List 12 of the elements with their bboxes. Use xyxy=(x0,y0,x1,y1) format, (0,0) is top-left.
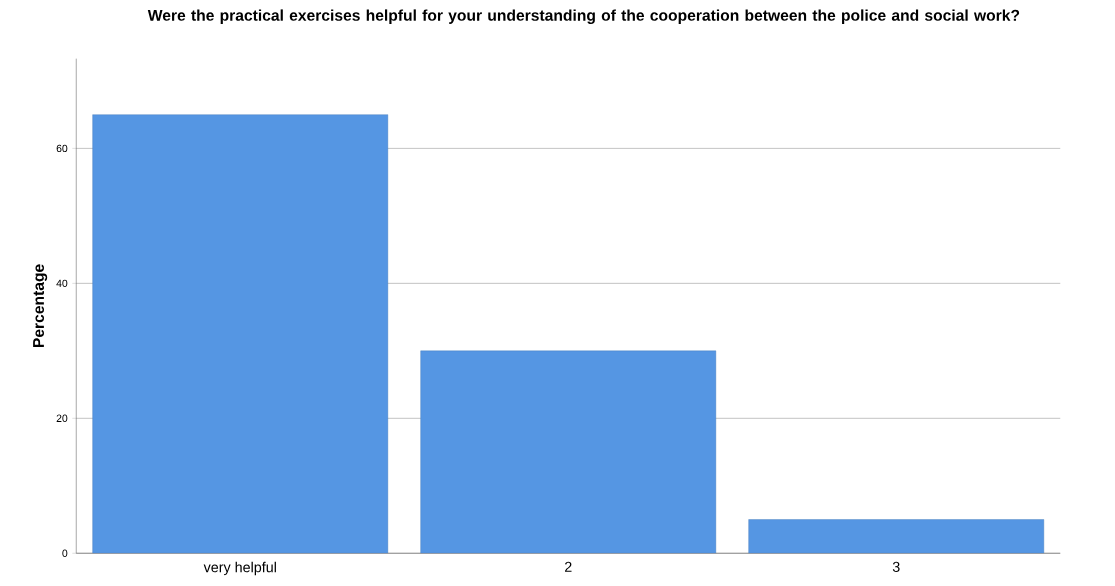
x-tick-label: very helpful xyxy=(203,562,276,576)
chart-title: Were the practical exercises helpful for your understanding of the cooperation between the police and social work? xyxy=(147,9,1020,25)
y-tick-label: 0 xyxy=(62,549,68,558)
bar xyxy=(748,519,1045,554)
x-tick-label: 2 xyxy=(564,562,572,573)
y-axis-title: Percentage xyxy=(33,264,48,348)
x-tick-label: 3 xyxy=(892,562,900,573)
bar xyxy=(420,350,717,554)
y-tick-label: 60 xyxy=(56,144,68,153)
y-tick-label: 40 xyxy=(56,279,68,288)
bar xyxy=(92,114,389,554)
y-tick-label: 20 xyxy=(56,414,68,423)
